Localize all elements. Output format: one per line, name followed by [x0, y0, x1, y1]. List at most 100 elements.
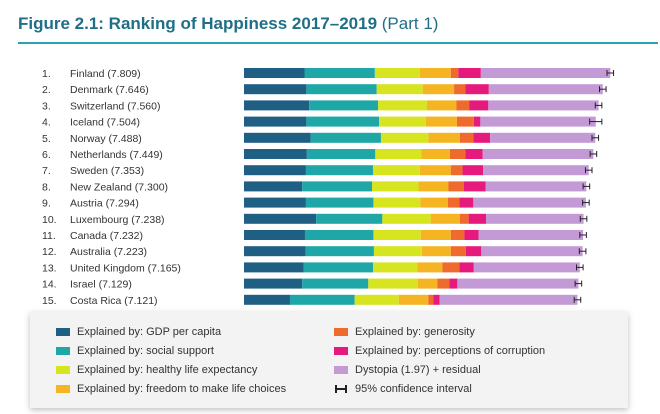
bar-segment-health — [379, 116, 426, 127]
happiness-ranking-chart: 1. Finland (7.809) 2. Denmark (7.646) 3. Swit… — [42, 68, 615, 307]
bar-segment-corruption — [433, 294, 440, 305]
ci-whisker — [582, 199, 590, 206]
figure-title-part: (Part 1) — [381, 14, 439, 33]
legend-label-gdp: Explained by: GDP per capita — [77, 326, 222, 338]
legend-label-corruption: Explained by: perceptions of corruption — [355, 345, 546, 357]
bar-segment-gdp — [244, 132, 311, 143]
bar-segment-social — [302, 181, 373, 192]
bar-segment-health — [372, 165, 420, 176]
bar-segment-generosity — [448, 197, 460, 208]
row-rank: 12. — [42, 246, 57, 258]
bar-segment-health — [372, 262, 418, 273]
bar-segment-corruption — [468, 213, 486, 224]
legend-swatch-generosity — [334, 328, 348, 336]
legend-swatch-freedom — [56, 385, 70, 393]
bar-segment-health — [368, 278, 418, 289]
ci-whisker — [573, 296, 582, 303]
bar-segment-social — [304, 68, 375, 78]
bar-segment-social — [289, 294, 355, 305]
figure-title: Figure 2.1: Ranking of Happiness 2017–20… — [18, 14, 438, 34]
bar-segment-freedom — [426, 100, 457, 111]
bar-segment-dystopia — [490, 132, 596, 143]
row-label: United Kingdom (7.165) — [70, 262, 181, 274]
row-label: Luxembourg (7.238) — [70, 214, 165, 226]
bar-segment-dystopia — [488, 100, 599, 111]
legend-item-dystopia: Dystopia (1.97) + residual — [334, 364, 481, 376]
row-rank: 6. — [42, 149, 51, 161]
bar-segment-dystopia — [481, 246, 583, 257]
bar-segment-freedom — [417, 262, 443, 273]
confidence-interval-icon — [334, 385, 348, 393]
chart-panel: 1. Finland (7.809) 2. Denmark (7.646) 3. Swit… — [22, 56, 634, 308]
legend-label-dystopia: Dystopia (1.97) + residual — [355, 364, 481, 376]
ci-whisker — [574, 280, 583, 287]
bar-segment-social — [305, 197, 374, 208]
bar-segment-health — [374, 68, 420, 78]
bar-segment-social — [302, 278, 369, 289]
ci-whisker — [599, 86, 607, 93]
bar-segment-freedom — [421, 149, 450, 159]
bar-segment-corruption — [449, 278, 458, 289]
row-label: Sweden (7.353) — [70, 165, 144, 177]
legend-item-freedom: Explained by: freedom to make life choic… — [56, 383, 286, 395]
bar-segment-gdp — [244, 165, 306, 176]
bar-segment-corruption — [459, 262, 474, 273]
ci-whisker — [606, 70, 615, 76]
bar-segment-freedom — [418, 181, 449, 192]
bar-segment-gdp — [244, 278, 303, 289]
bar-segment-corruption — [462, 165, 484, 176]
ci-whisker — [591, 134, 600, 141]
bar-segment-health — [354, 294, 399, 305]
bar-segment-freedom — [421, 246, 451, 257]
bar-segment-social — [306, 149, 376, 159]
bar-segment-corruption — [464, 230, 479, 240]
row-label: Denmark (7.646) — [70, 84, 149, 96]
bar-segment-generosity — [442, 262, 460, 273]
bar-segment-gdp — [244, 213, 317, 224]
legend-item-social: Explained by: social support — [56, 345, 214, 357]
bar-segment-dystopia — [473, 197, 586, 208]
bar-segment-gdp — [244, 262, 304, 273]
row-rank: 13. — [42, 262, 57, 274]
legend-label-health: Explained by: healthy life expectancy — [77, 364, 258, 376]
legend-swatch-gdp — [56, 328, 70, 336]
row-rank: 15. — [42, 295, 57, 307]
row-label: Switzerland (7.560) — [70, 100, 160, 112]
bar-segment-freedom — [430, 213, 460, 224]
bar-segment-health — [373, 197, 421, 208]
row-rank: 14. — [42, 279, 57, 291]
row-label: Finland (7.809) — [70, 68, 141, 80]
legend-swatch-health — [56, 366, 70, 374]
bar-segment-health — [380, 132, 429, 143]
title-rule — [18, 42, 658, 44]
bar-segment-generosity — [454, 84, 466, 95]
figure-title-main: Figure 2.1: Ranking of Happiness 2017–20… — [18, 14, 378, 33]
bar-segment-gdp — [244, 197, 306, 208]
ci-whisker — [594, 102, 603, 109]
legend-panel: Explained by: GDP per capita Explained b… — [30, 312, 628, 408]
bar-segment-corruption — [463, 181, 486, 192]
legend-item-ci: 95% confidence interval — [334, 383, 472, 395]
row-rank: 5. — [42, 133, 51, 145]
bar-segment-social — [305, 165, 373, 176]
bar-segment-corruption — [459, 197, 474, 208]
row-label: Costa Rica (7.121) — [70, 295, 158, 307]
bar-segment-social — [306, 84, 377, 95]
legend-item-health: Explained by: healthy life expectancy — [56, 364, 257, 376]
bar-segment-freedom — [398, 294, 429, 305]
bar-segment-corruption — [473, 132, 491, 143]
bar-segment-corruption — [465, 149, 483, 159]
bar-segment-social — [310, 132, 381, 143]
bar-segment-corruption — [473, 116, 481, 127]
ci-whisker — [576, 264, 584, 271]
bar-segment-generosity — [450, 165, 463, 176]
bar-segment-dystopia — [485, 181, 587, 192]
ci-whisker — [589, 151, 598, 157]
bar-segment-dystopia — [473, 262, 580, 273]
bar-segment-freedom — [428, 132, 460, 143]
row-label: Australia (7.223) — [70, 246, 147, 258]
bar-segment-generosity — [437, 278, 450, 289]
bar-segment-health — [373, 246, 422, 257]
row-rank: 11. — [42, 230, 56, 242]
bar-segment-freedom — [420, 230, 451, 240]
